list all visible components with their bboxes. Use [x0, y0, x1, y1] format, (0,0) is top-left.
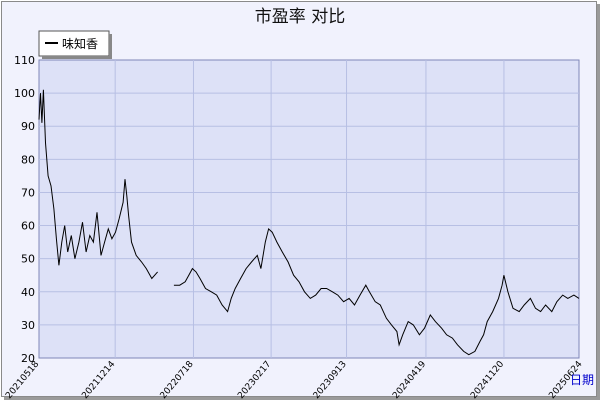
- series-line: [38, 89, 580, 356]
- y-tick-label: 50: [21, 253, 35, 266]
- legend-shadow: [109, 34, 112, 59]
- legend: 味知香: [38, 30, 112, 59]
- x-tick-label: 20220718: [159, 359, 196, 400]
- y-tick-label: 70: [21, 186, 35, 199]
- legend-label: 味知香: [62, 37, 98, 51]
- x-tick-label: 20230217: [236, 360, 273, 400]
- y-axis: 20 30 40 50 60 70 80 90 100 110: [14, 54, 35, 365]
- x-tick-label: 20210518: [4, 359, 41, 400]
- y-tick-label: 80: [21, 153, 35, 166]
- y-tick-label: 100: [14, 87, 35, 100]
- x-tick-label: 20230913: [312, 360, 349, 400]
- y-tick-label: 40: [21, 286, 35, 299]
- y-tick-label: 20: [21, 352, 35, 365]
- x-tick-label: 20240419: [391, 359, 428, 400]
- x-axis-label: 日期: [570, 373, 594, 387]
- plot-area: [38, 59, 580, 359]
- legend-shadow-bottom: [42, 56, 112, 59]
- y-tick-label: 30: [21, 319, 35, 332]
- y-tick-label: 60: [21, 220, 35, 233]
- x-tick-label: 20241120: [469, 359, 506, 400]
- x-tick-label: 20211214: [80, 359, 117, 400]
- chart-title: 市盈率 对比: [255, 7, 345, 27]
- x-axis: 20210518 20211214 20220718 20230217 20230913…: [4, 359, 585, 400]
- y-tick-label: 90: [21, 120, 35, 133]
- grid-lines: [39, 60, 579, 358]
- y-tick-label: 110: [14, 54, 35, 67]
